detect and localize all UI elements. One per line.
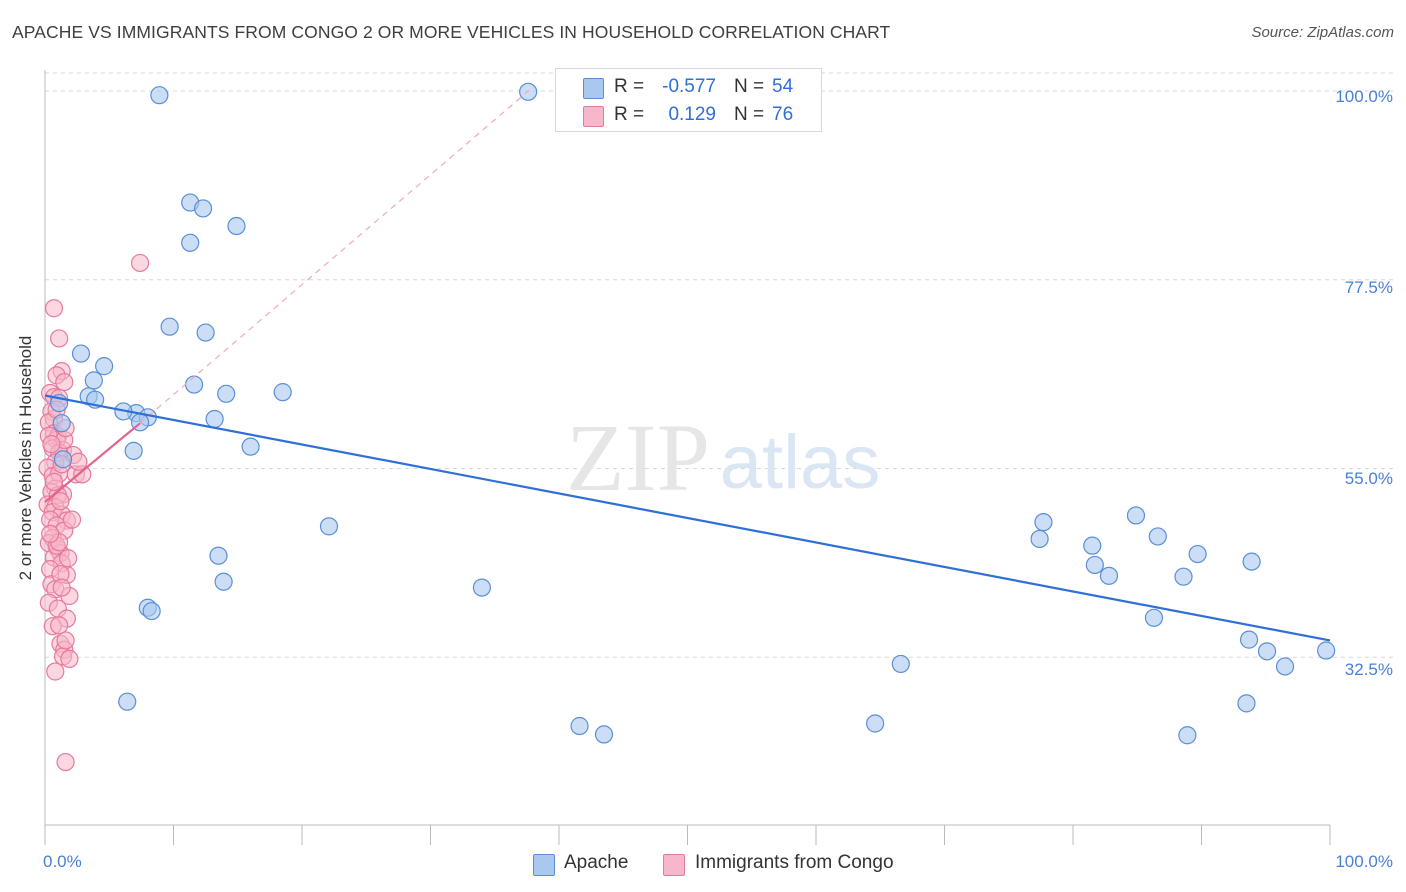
bottom-legend-congo: Immigrants from Congo bbox=[663, 852, 923, 878]
chart-title: APACHE VS IMMIGRANTS FROM CONGO 2 OR MOR… bbox=[12, 22, 891, 42]
apache-point bbox=[1178, 726, 1197, 745]
apache-point bbox=[193, 199, 213, 218]
apache-point bbox=[1237, 694, 1256, 713]
apache-point bbox=[184, 375, 204, 394]
congo-point bbox=[130, 253, 150, 273]
apache-point bbox=[181, 233, 200, 252]
apache-point bbox=[142, 601, 161, 621]
apache-point bbox=[1030, 529, 1049, 549]
apache-point bbox=[319, 517, 339, 536]
legend-swatch-apache bbox=[583, 78, 604, 99]
congo-point bbox=[59, 549, 78, 568]
congo-point bbox=[56, 631, 75, 650]
congo-point bbox=[62, 510, 82, 529]
congo-point bbox=[55, 372, 74, 392]
apache-point bbox=[1085, 555, 1104, 575]
y-tick-label-77-5: 77.5% bbox=[1344, 278, 1393, 297]
bottom-legend-swatch-congo bbox=[663, 854, 685, 876]
apache-point bbox=[472, 578, 491, 597]
congo-point bbox=[69, 452, 88, 471]
legend-n-label: N = bbox=[734, 104, 765, 125]
apache-point bbox=[1188, 544, 1207, 564]
congo-point bbox=[46, 662, 65, 681]
gridlines bbox=[45, 72, 1395, 658]
apache-point bbox=[1034, 513, 1053, 532]
chart-source: Source: ZipAtlas.com bbox=[1251, 24, 1394, 41]
x-tick-label-max: 100.0% bbox=[1335, 852, 1393, 871]
apache-point bbox=[118, 692, 137, 711]
legend-row-apache: R = -0.577 N = 54 bbox=[556, 73, 821, 101]
congo-trend-line bbox=[44, 422, 141, 503]
apache-point bbox=[594, 725, 614, 744]
congo-point bbox=[50, 616, 69, 635]
apache-point bbox=[160, 317, 179, 336]
apache-point bbox=[1242, 552, 1261, 571]
congo-point bbox=[44, 472, 64, 491]
y-axis-label: 2 or more Vehicles in Household bbox=[16, 335, 35, 581]
bottom-legend-apache: Apache bbox=[533, 852, 653, 878]
congo-point bbox=[60, 649, 79, 669]
legend-n-label: N = bbox=[734, 76, 765, 97]
legend-r-value: -0.577 bbox=[662, 76, 716, 97]
apache-point bbox=[1099, 566, 1119, 585]
x-tick-label-min: 0.0% bbox=[43, 852, 82, 871]
apache-point bbox=[217, 384, 236, 403]
apache-point bbox=[570, 716, 589, 736]
apache-point bbox=[196, 323, 215, 342]
apache-point bbox=[71, 344, 91, 363]
apache-point bbox=[124, 441, 143, 460]
apache-point bbox=[241, 437, 260, 456]
congo-point bbox=[51, 492, 70, 511]
congo-point bbox=[44, 299, 64, 318]
apache-point bbox=[1257, 642, 1277, 661]
apache-point bbox=[1174, 567, 1193, 586]
apache-point bbox=[1317, 641, 1336, 660]
bottom-legend-label-congo: Immigrants from Congo bbox=[695, 852, 894, 873]
congo-point bbox=[42, 435, 61, 454]
legend-n-value: 76 bbox=[772, 104, 794, 125]
apache-point bbox=[209, 546, 228, 565]
apache-trend-line bbox=[44, 394, 1331, 642]
y-tick-label-55: 55.0% bbox=[1344, 469, 1393, 488]
apache-point bbox=[1275, 657, 1295, 676]
apache-point bbox=[1083, 536, 1102, 555]
congo-point bbox=[50, 329, 69, 348]
legend-r-label: R = bbox=[614, 104, 645, 125]
bottom-legend-label-apache: Apache bbox=[564, 852, 629, 873]
apache-point bbox=[273, 383, 292, 402]
watermark-zip: ZIP bbox=[566, 404, 710, 511]
apache-point bbox=[52, 414, 71, 433]
congo-point bbox=[41, 524, 60, 544]
congo-trend-extension bbox=[139, 86, 534, 424]
trend-lines bbox=[44, 86, 1331, 642]
correlation-legend: R = -0.577 N = 54 R = 0.129 N = 76 bbox=[555, 68, 822, 132]
legend-swatch-congo bbox=[583, 106, 604, 127]
legend-r-value: 0.129 bbox=[668, 104, 716, 125]
legend-r-label: R = bbox=[614, 76, 645, 97]
y-tick-label-32-5: 32.5% bbox=[1344, 660, 1393, 679]
apache-point bbox=[53, 450, 73, 469]
apache-point bbox=[227, 216, 246, 236]
apache-point bbox=[866, 714, 885, 733]
apache-point bbox=[150, 86, 169, 105]
apache-point bbox=[205, 409, 224, 429]
watermark-atlas: atlas bbox=[720, 420, 881, 505]
apache-point bbox=[1148, 527, 1167, 546]
congo-point bbox=[52, 578, 71, 597]
legend-row-congo: R = 0.129 N = 76 bbox=[556, 101, 821, 129]
apache-point bbox=[214, 572, 233, 591]
legend-n-value: 54 bbox=[772, 76, 794, 97]
apache-point bbox=[1144, 608, 1164, 627]
bottom-legend-swatch-apache bbox=[533, 854, 555, 876]
y-tick-label-100: 100.0% bbox=[1335, 87, 1393, 106]
watermark: ZIP atlas bbox=[566, 404, 880, 511]
apache-point bbox=[891, 654, 910, 674]
congo-point bbox=[56, 752, 75, 772]
apache-point bbox=[95, 357, 114, 376]
apache-point bbox=[1239, 630, 1259, 649]
apache-point bbox=[84, 371, 103, 390]
apache-point bbox=[1126, 506, 1146, 525]
